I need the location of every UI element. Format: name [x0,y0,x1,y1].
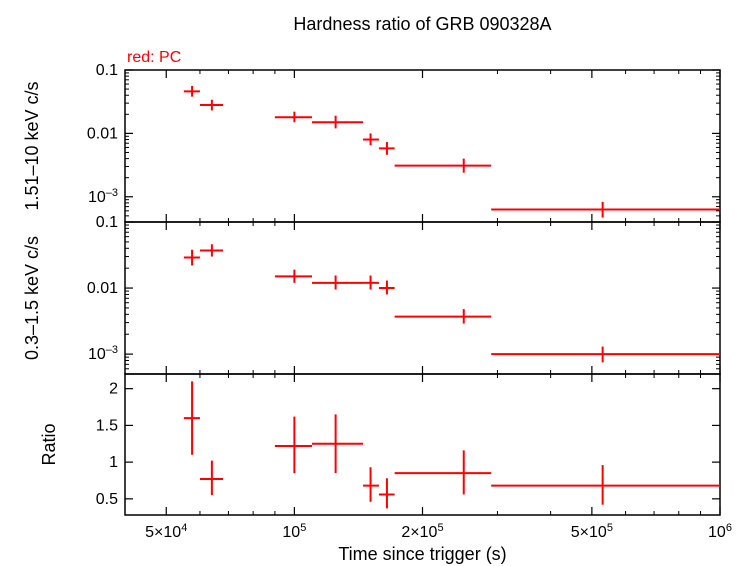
data-point [275,417,312,474]
svg-text:0.01: 0.01 [87,125,118,142]
data-point [379,478,395,508]
data-point [312,116,363,129]
panel-0: 10–3 0.01 0.1 [87,62,720,222]
data-point [200,244,223,256]
data-point [275,112,312,123]
data-point [395,159,492,173]
data-point [491,202,720,218]
svg-text:10–3: 10–3 [88,187,118,206]
svg-text:0.1: 0.1 [96,62,118,79]
data-point [200,461,223,496]
y-axis-label-0: 1.51–10 keV c/s [22,81,42,210]
svg-text:0.1: 0.1 [96,214,118,231]
svg-text:105: 105 [282,522,306,541]
legend-text: red: PC [127,49,181,66]
data-point [275,270,312,283]
data-point [184,86,200,97]
x-axis-label: Time since trigger (s) [338,544,506,564]
svg-text:1.5: 1.5 [96,417,118,434]
svg-text:2: 2 [109,381,118,398]
svg-text:5×105: 5×105 [571,522,613,541]
hardness-ratio-chart: Hardness ratio of GRB 090328A red: PC Time… [0,0,742,566]
data-point [312,414,363,473]
data-point [379,142,395,155]
svg-text:10–3: 10–3 [88,344,118,363]
y-axis-label-1: 0.3–1.5 keV c/s [22,236,42,360]
data-point [379,281,395,295]
data-point [363,133,379,145]
y-axis-label-2: Ratio [39,423,59,465]
svg-text:0.01: 0.01 [87,280,118,297]
data-point [363,275,379,289]
data-point [312,275,363,289]
panel-2: 0.5 1 1.5 2 [96,374,720,515]
data-point [395,450,492,494]
data-point [184,381,200,454]
data-point [200,100,223,111]
svg-text:5×104: 5×104 [145,522,187,541]
svg-text:2×105: 2×105 [401,522,443,541]
data-point [491,347,720,363]
data-point [395,309,492,323]
data-point [491,465,720,505]
svg-text:1: 1 [109,454,118,471]
data-point [184,250,200,266]
svg-text:0.5: 0.5 [96,491,118,508]
panel-1: 10–3 0.01 0.1 [87,214,720,374]
chart-title: Hardness ratio of GRB 090328A [293,14,551,34]
svg-text:106: 106 [708,522,732,541]
data-point [363,467,379,502]
